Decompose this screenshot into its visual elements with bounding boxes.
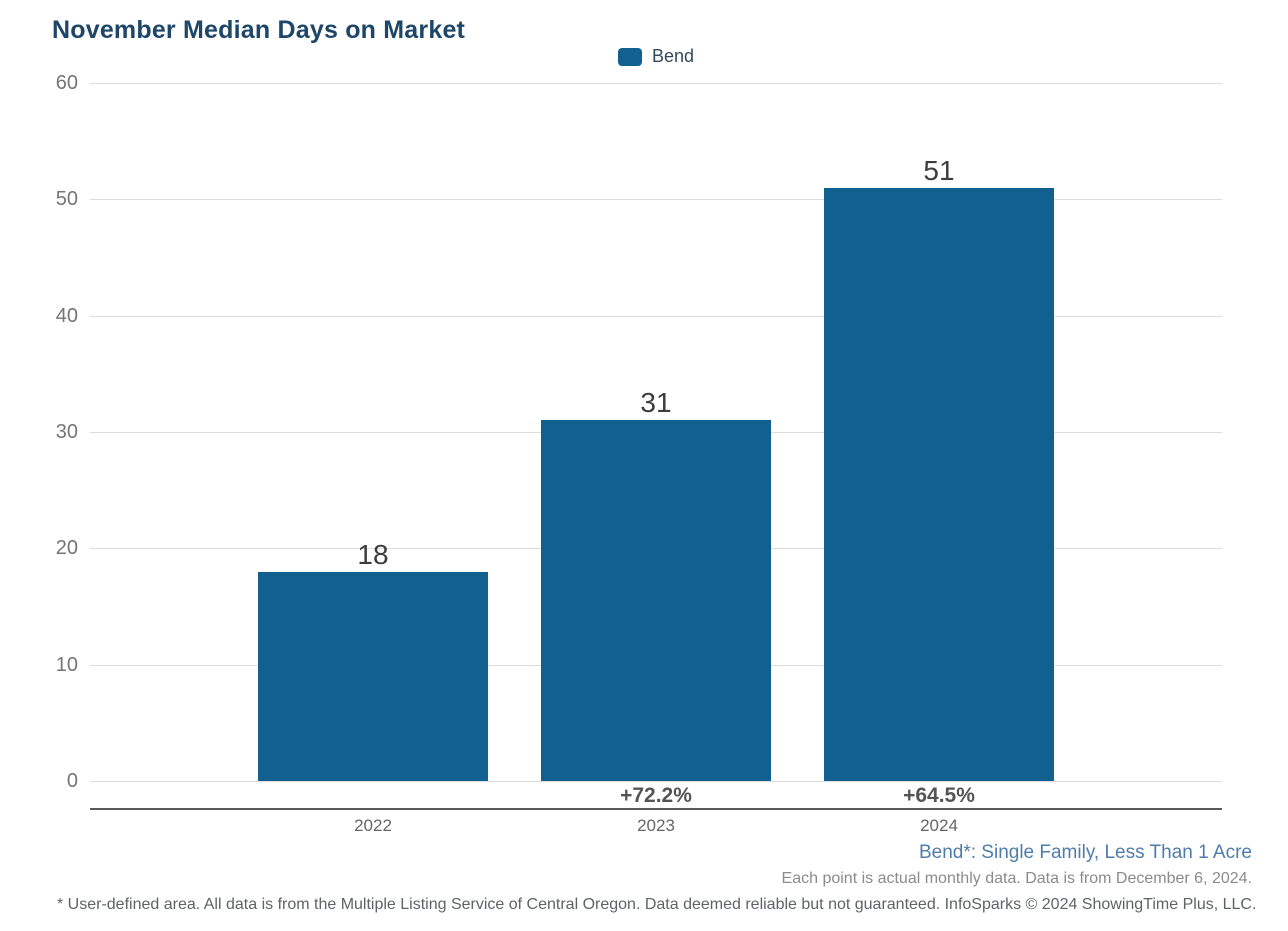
x-axis-line — [90, 808, 1222, 810]
bar-value-label-2022: 18 — [357, 538, 389, 570]
data-source-note: Each point is actual monthly data. Data … — [781, 870, 1252, 887]
legend: Bend — [90, 46, 1222, 71]
pct-change-label-2023: +72.2% — [620, 784, 692, 807]
footnotes: Bend*: Single Family, Less Than 1 Acre E… — [782, 841, 1252, 891]
legend-label: Bend — [651, 46, 695, 66]
legend-swatch-icon — [617, 47, 642, 66]
gridline-y0 — [90, 781, 1222, 782]
y-axis-tick-label: 50 — [55, 188, 78, 211]
pct-change-label-2024: +64.5% — [903, 784, 975, 807]
gridline-y50 — [90, 199, 1222, 201]
x-axis-label-2024: 2024 — [920, 816, 958, 835]
y-axis-tick-label: 60 — [55, 72, 78, 94]
series-definition-note: Bend*: Single Family, Less Than 1 Acre — [918, 842, 1252, 863]
disclaimer-note: * User-defined area. All data is from th… — [57, 896, 1257, 913]
y-axis-tick-label: 0 — [66, 770, 78, 792]
x-axis-label-2023: 2023 — [637, 816, 675, 835]
gridline-y40 — [90, 315, 1222, 317]
chart-title: November Median Days on Market — [52, 16, 466, 44]
y-axis-tick-label: 20 — [55, 537, 78, 560]
bar-value-label-2024: 51 — [923, 154, 955, 186]
y-axis-tick-label: 10 — [55, 653, 78, 676]
bar-2024[interactable] — [824, 187, 1054, 781]
legend-item-bend[interactable]: Bend — [617, 46, 695, 67]
bar-2023[interactable] — [541, 420, 771, 781]
bar-2022[interactable] — [258, 571, 488, 781]
x-axis-label-2022: 2022 — [354, 816, 392, 835]
bar-value-label-2023: 31 — [640, 387, 672, 419]
y-axis-tick-label: 40 — [55, 304, 78, 327]
gridline-y60 — [90, 83, 1222, 84]
y-axis-tick-label: 30 — [55, 421, 78, 443]
